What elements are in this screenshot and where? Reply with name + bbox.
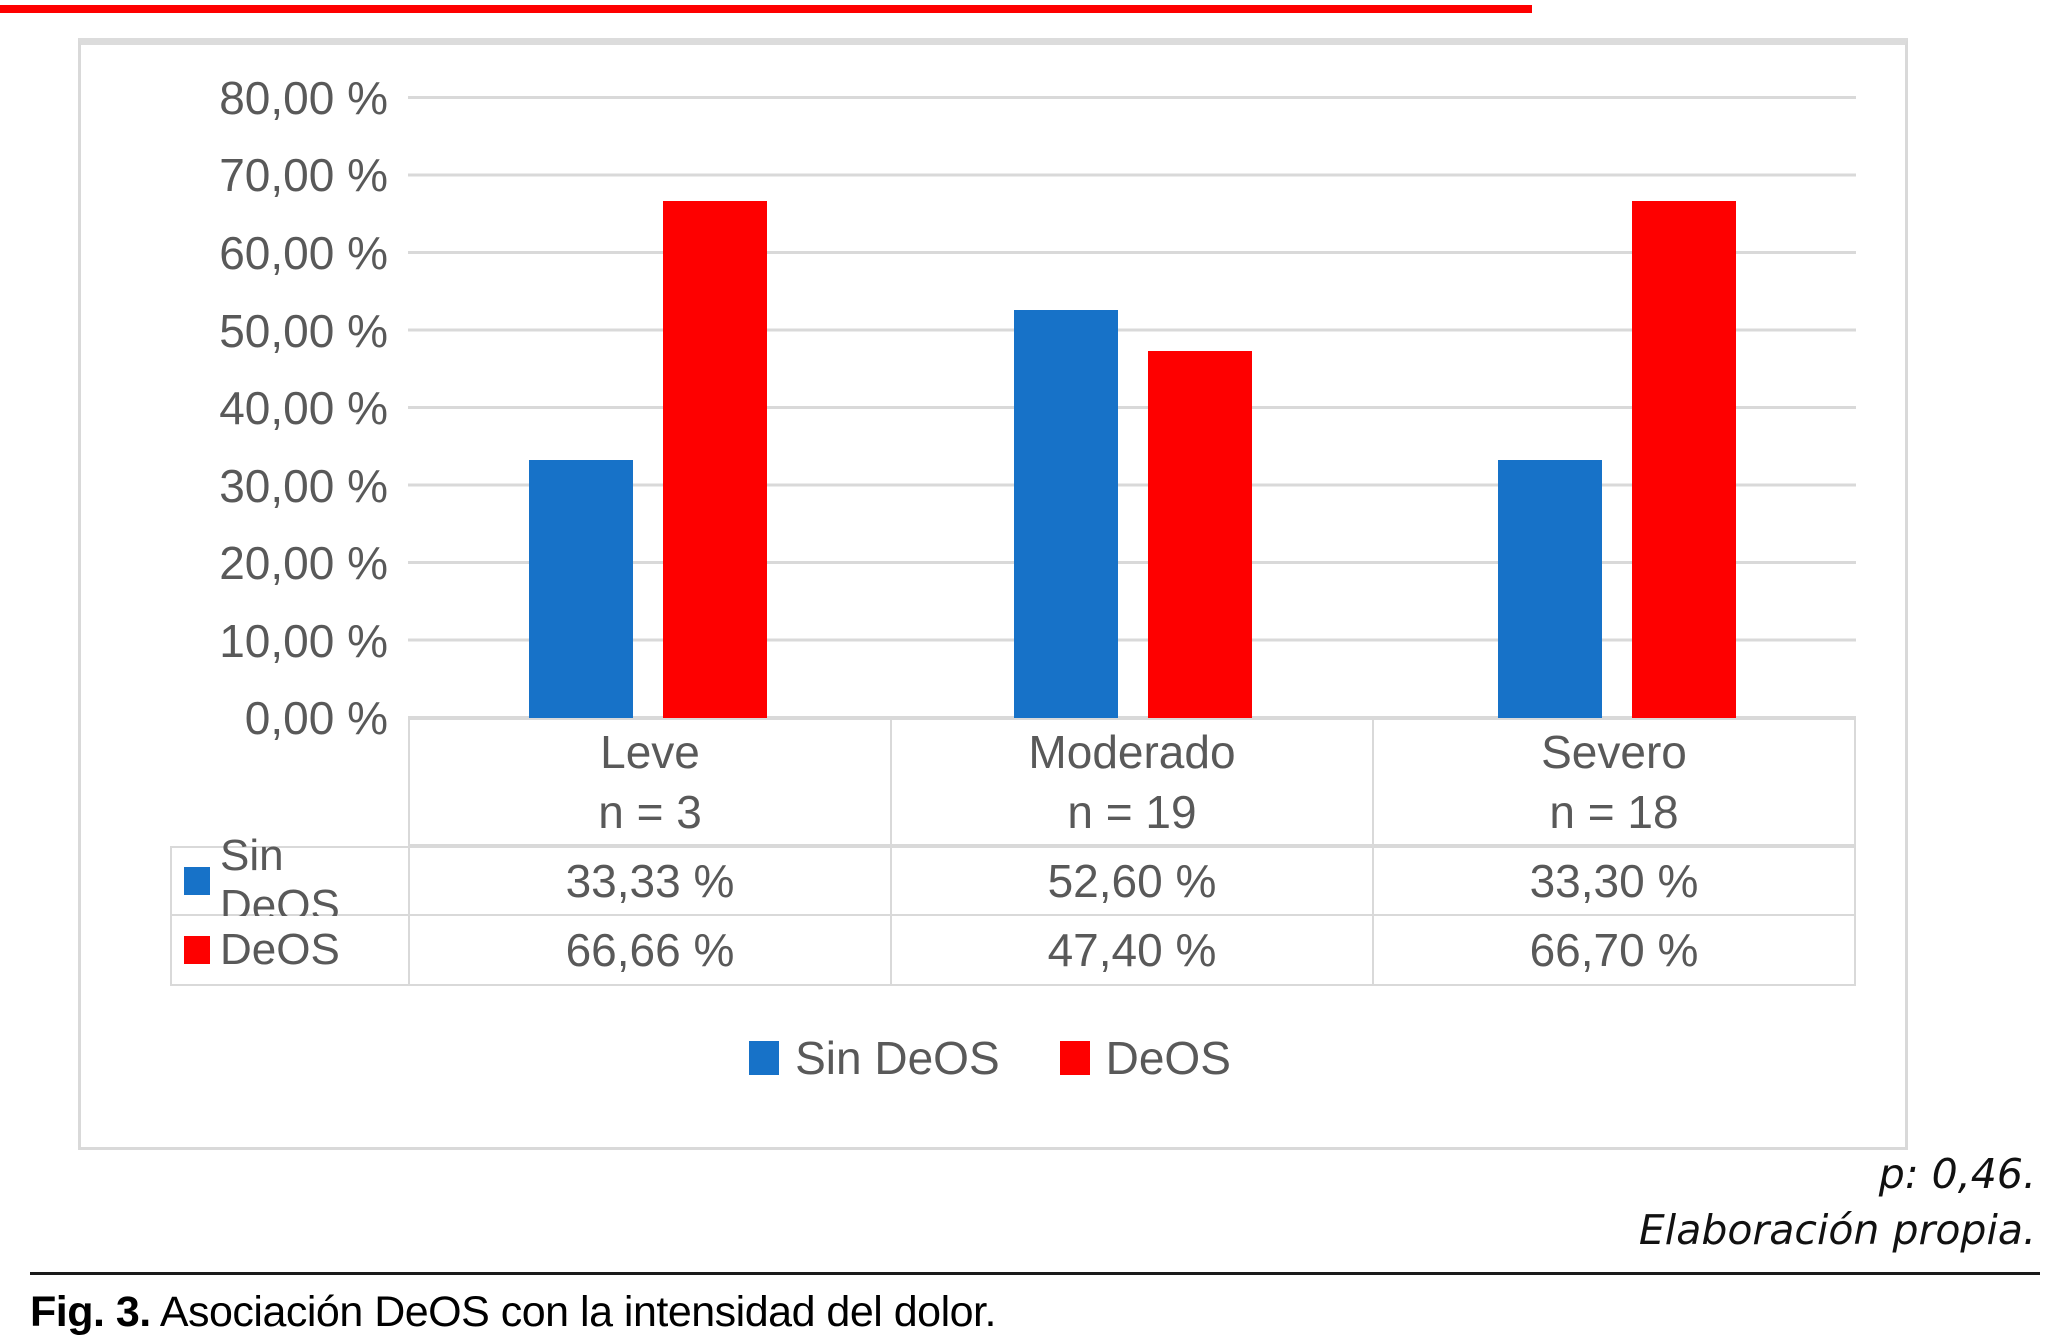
- plot-area: [408, 96, 1856, 718]
- value-cell: 66,70 %: [1529, 924, 1699, 976]
- source-note: Elaboración propia.: [1638, 1206, 2036, 1254]
- row-header-label: DeOS: [220, 925, 340, 974]
- y-tick-40: 40,00 %: [219, 382, 388, 434]
- value-cell: 66,66 %: [410, 916, 892, 984]
- value-cell: 33,33 %: [410, 848, 892, 914]
- caption-text: Asociación DeOS con la intensidad del do…: [159, 1288, 997, 1336]
- figure-notes: p: 0,46. Elaboración propia.: [1639, 1146, 2036, 1258]
- category-label: Moderado: [1028, 726, 1236, 778]
- table-row-deos: DeOS 66,66 % 47,40 % 66,70 %: [170, 916, 1856, 986]
- bar-sin-deos-leve: [529, 459, 633, 718]
- bar-deos-leve: [663, 201, 767, 718]
- bar-sin-deos-severo: [1498, 459, 1602, 718]
- category-n-label: n = 19: [1067, 786, 1197, 838]
- value-cell: 47,40 %: [892, 916, 1374, 984]
- sin-deos-key-swatch-icon: [184, 867, 210, 895]
- deos-legend-swatch-icon: [1059, 1041, 1090, 1075]
- caption-label: Fig. 3.: [30, 1288, 151, 1336]
- deos-key-swatch-icon: [184, 936, 210, 964]
- figure-caption: Fig. 3. Asociación DeOS con la intensida…: [30, 1288, 996, 1337]
- category-n-label: n = 3: [598, 786, 702, 838]
- bar-deos-moderado: [1148, 350, 1252, 718]
- sin-deos-legend-swatch-icon: [749, 1041, 780, 1075]
- row-header-deos: DeOS: [172, 916, 410, 984]
- legend-item-sin-deos: Sin DeOS: [749, 1031, 1000, 1085]
- y-tick-30: 30,00 %: [219, 460, 388, 512]
- category-n-label: n = 18: [1549, 786, 1679, 838]
- caption-divider-rule: [30, 1272, 2040, 1275]
- category-cell-leve: Leve n = 3: [410, 720, 892, 844]
- category-label: Severo: [1541, 726, 1687, 778]
- category-cell-moderado: Moderado n = 19: [892, 720, 1374, 844]
- page-top-red-rule: [0, 5, 1532, 13]
- table-category-header-row: Leve n = 3 Moderado n = 19 Severo n = 18: [408, 718, 1856, 846]
- chart-legend: Sin DeOS DeOS: [78, 1028, 1902, 1088]
- bar-deos-severo: [1632, 201, 1736, 718]
- value-cell: 52,60 %: [892, 848, 1374, 914]
- category-label: Leve: [600, 726, 700, 778]
- value-cell: 33,30 %: [1529, 855, 1699, 907]
- y-tick-20: 20,00 %: [219, 537, 388, 589]
- legend-label: Sin DeOS: [795, 1032, 1000, 1084]
- y-tick-50: 50,00 %: [219, 305, 388, 357]
- legend-item-deos: DeOS: [1059, 1031, 1231, 1085]
- category-cell-severo: Severo n = 18: [1374, 720, 1854, 844]
- bar-sin-deos-moderado: [1014, 310, 1118, 718]
- y-tick-70: 70,00 %: [219, 149, 388, 201]
- legend-label: DeOS: [1105, 1032, 1231, 1084]
- p-value-note: p: 0,46.: [1878, 1150, 2036, 1198]
- y-tick-80: 80,00 %: [219, 72, 388, 124]
- table-row-sin-deos: Sin DeOS 33,33 % 52,60 % 33,30 %: [170, 831, 1856, 930]
- y-tick-60: 60,00 %: [219, 227, 388, 279]
- y-tick-10: 10,00 %: [219, 615, 388, 667]
- row-header-sin-deos: Sin DeOS: [172, 831, 410, 930]
- y-tick-0: 0,00 %: [244, 692, 388, 744]
